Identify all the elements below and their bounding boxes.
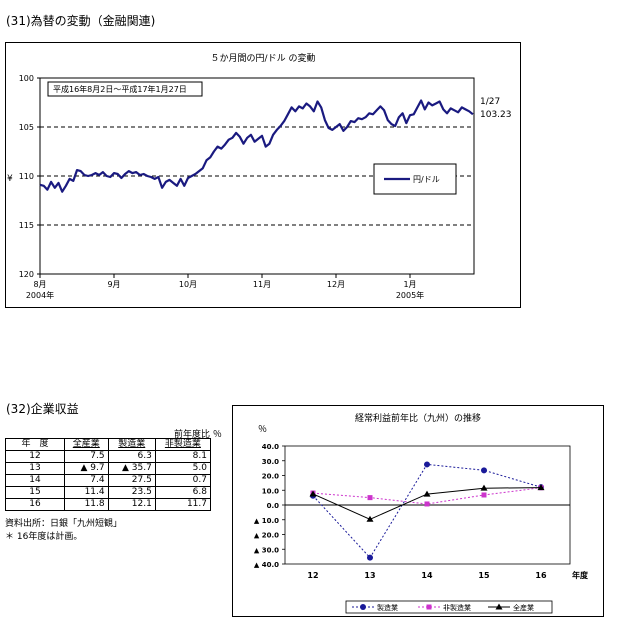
- profit-series-line: [312, 463, 542, 559]
- profit-legend-label: 製造業: [377, 603, 398, 612]
- profit-legend: [345, 600, 553, 614]
- fx-y-axis-label: ¥: [7, 174, 13, 184]
- cell-nonmfg: 11.7: [154, 498, 212, 511]
- fx-x-year-label: 2005年: [396, 290, 424, 300]
- fx-end-value: 103.23: [480, 110, 512, 120]
- profit-data-point: [309, 490, 317, 497]
- profit-y-tick-label: ▲ 30.0: [254, 546, 279, 554]
- fx-chart-title: ５か月間の円/ドル の変動: [210, 54, 316, 64]
- fx-y-tick-label: 115: [19, 221, 34, 230]
- profit-y-axis: 40.0 30.0 20.0 10.0 0.0 ▲ 10.0 ▲ 20.0 ▲ 30.0 ▲ 4…: [254, 443, 285, 569]
- profit-chart-title: 経常利益前年比（九州）の推移: [354, 414, 481, 424]
- fx-end-date: 1/27: [480, 97, 500, 107]
- profit-y-tick-label: 40.0: [262, 443, 279, 451]
- profit-data-point: [423, 490, 431, 497]
- profit-x-tick-label: 12: [307, 571, 318, 580]
- section-title-fx: (31)為替の変動（金融関連): [6, 14, 156, 28]
- fx-x-tick-label: 11月: [253, 280, 271, 289]
- table-row: 15 11.4 23.5 6.8: [5, 486, 212, 499]
- profit-y-tick-label: 10.0: [262, 487, 279, 495]
- fx-chart-frame: [5, 42, 521, 308]
- earnings-table: 年 度 全産業 製造業 非製造業 12 7.5 6.3 8.1 13 ▲ 9.7…: [5, 438, 212, 511]
- footnote: ＊ 16年度は計画。: [5, 532, 83, 542]
- source-note: 資料出所：日銀「九州短観」: [5, 519, 123, 529]
- fx-subtitle: 平成16年8月2日～平成17年1月27日: [53, 84, 187, 94]
- profit-x-tick-label: 16: [535, 571, 547, 580]
- table-row: 14 7.4 27.5 0.7: [5, 474, 212, 487]
- profit-y-axis-label: ％: [258, 424, 267, 435]
- fx-x-year-label: 2004年: [26, 290, 54, 300]
- fx-x-tick-label: 1月: [403, 280, 416, 289]
- profit-data-point: [481, 492, 487, 498]
- fx-chart: 100 105 110 115 120 8月 9月 10月 11月 12月 1月 2004年 2005…: [7, 74, 512, 300]
- profit-x-axis-unit: 年度: [572, 570, 589, 580]
- fx-x-tick-label: 12月: [327, 280, 345, 289]
- header-manufacturing: 製造業: [107, 438, 156, 451]
- fx-x-tick-label: 8月: [33, 280, 46, 289]
- profit-y-tick-label: 20.0: [262, 473, 279, 481]
- profit-chart-frame: [232, 405, 604, 617]
- cell-mfg: 12.1: [107, 498, 156, 511]
- fx-y-tick-label: 100: [19, 74, 34, 83]
- profit-data-point: [424, 501, 430, 507]
- table-row: 16 11.8 12.1 11.7: [5, 498, 212, 511]
- profit-y-tick-label: ▲ 10.0: [254, 517, 279, 525]
- profit-data-point: [367, 495, 373, 501]
- profit-series: [309, 461, 545, 561]
- profit-legend-label: 非製造業: [443, 603, 471, 612]
- profit-x-tick-label: 14: [421, 571, 433, 580]
- profit-x-axis: 12 13 14 15 16: [307, 571, 547, 580]
- profit-data-point: [481, 467, 487, 474]
- fx-x-axis: 8月 9月 10月 11月 12月 1月 2004年 2005年: [26, 274, 424, 300]
- section-title-profit: (32)企業収益: [6, 402, 79, 416]
- fx-y-tick-label: 110: [19, 172, 34, 181]
- profit-y-tick-label: ▲ 20.0: [254, 532, 279, 540]
- table-header-row: 年 度 全産業 製造業 非製造業: [5, 438, 212, 451]
- profit-x-tick-label: 13: [364, 571, 375, 580]
- fx-x-tick-label: 10月: [179, 280, 197, 289]
- profit-y-tick-label: 0.0: [267, 502, 280, 510]
- cell-all: 11.8: [64, 498, 109, 511]
- table-row: 12 7.5 6.3 8.1: [5, 450, 212, 463]
- profit-legend-label: 全産業: [513, 603, 534, 612]
- profit-data-point: [424, 461, 430, 468]
- fx-legend-label: 円/ドル: [413, 175, 440, 184]
- profit-data-point: [366, 515, 374, 522]
- fx-y-tick-label: 105: [19, 123, 34, 132]
- profit-legend-marker: [495, 603, 503, 610]
- fx-y-tick-label: 120: [19, 270, 34, 279]
- profit-y-tick-label: 30.0: [262, 458, 279, 466]
- profit-x-tick-label: 15: [478, 571, 490, 580]
- profit-data-point: [367, 554, 373, 561]
- fx-series-line: [39, 99, 474, 193]
- cell-year: 16: [5, 498, 65, 511]
- profit-data-point: [480, 484, 488, 491]
- fx-x-tick-label: 9月: [107, 280, 120, 289]
- profit-legend-marker: [426, 604, 432, 610]
- profit-data-point: [537, 484, 545, 491]
- fx-subtitle-box: [47, 81, 203, 97]
- ratio-note: 前年度比 ％: [174, 430, 222, 440]
- profit-y-tick-label: ▲ 40.0: [254, 561, 279, 569]
- profit-legend-marker: [360, 604, 366, 610]
